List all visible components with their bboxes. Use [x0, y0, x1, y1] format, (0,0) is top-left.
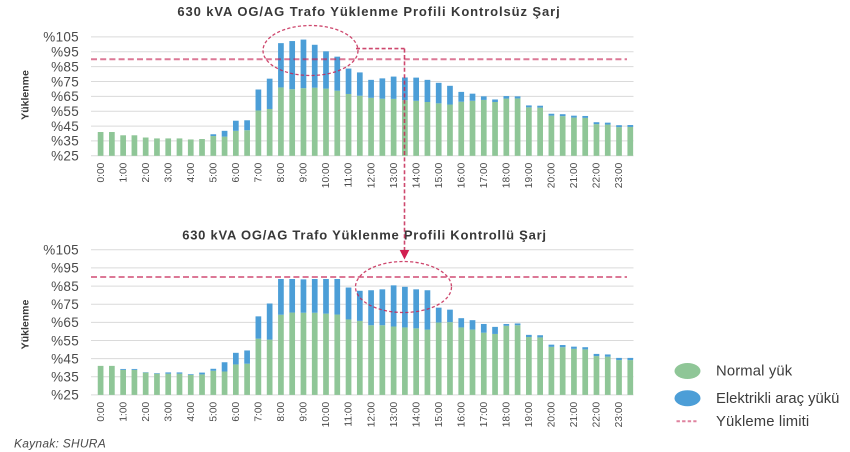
svg-text:11:00: 11:00 [344, 162, 355, 187]
svg-text:13:00: 13:00 [389, 162, 400, 188]
svg-text:4:00: 4:00 [186, 401, 197, 421]
svg-text:3:00: 3:00 [163, 162, 174, 182]
svg-text:1:00: 1:00 [118, 162, 129, 182]
svg-text:14:00: 14:00 [411, 401, 422, 427]
svg-text:8:00: 8:00 [276, 162, 287, 182]
svg-text:7:00: 7:00 [254, 162, 265, 182]
svg-text:4:00: 4:00 [186, 162, 197, 182]
svg-text:0:00: 0:00 [96, 401, 107, 421]
svg-text:%75: %75 [51, 74, 79, 89]
svg-text:%105: %105 [43, 30, 79, 45]
svg-text:13:00: 13:00 [389, 401, 400, 427]
svg-text:630 kVA OG/AG Trafo Yüklenme P: 630 kVA OG/AG Trafo Yüklenme Profili Kon… [177, 4, 560, 19]
svg-text:20:00: 20:00 [547, 401, 558, 427]
svg-text:22:00: 22:00 [592, 401, 603, 427]
svg-text:6:00: 6:00 [231, 162, 242, 182]
svg-text:16:00: 16:00 [456, 401, 467, 427]
svg-text:Elektrikli araç yükü: Elektrikli araç yükü [716, 391, 839, 407]
svg-text:19:00: 19:00 [524, 401, 535, 427]
svg-text:%85: %85 [51, 279, 79, 294]
svg-text:Yüklenme: Yüklenme [20, 70, 32, 120]
svg-text:%25: %25 [51, 388, 79, 403]
svg-text:12:00: 12:00 [366, 162, 377, 188]
svg-text:23:00: 23:00 [614, 401, 625, 427]
svg-text:%25: %25 [51, 149, 79, 164]
svg-text:%55: %55 [51, 104, 79, 119]
svg-text:15:00: 15:00 [434, 162, 445, 188]
svg-text:14:00: 14:00 [411, 162, 422, 188]
svg-text:18:00: 18:00 [502, 401, 513, 427]
svg-text:22:00: 22:00 [592, 162, 603, 188]
svg-text:Yükleme limiti: Yükleme limiti [716, 414, 809, 430]
svg-text:%105: %105 [43, 243, 79, 258]
svg-text:20:00: 20:00 [547, 162, 558, 188]
svg-text:3:00: 3:00 [163, 401, 174, 421]
svg-text:%45: %45 [51, 119, 79, 134]
svg-text:6:00: 6:00 [231, 401, 242, 421]
svg-text:7:00: 7:00 [254, 401, 265, 421]
svg-text:9:00: 9:00 [299, 401, 310, 421]
svg-text:%75: %75 [51, 297, 79, 312]
svg-text:10:00: 10:00 [321, 162, 332, 188]
svg-text:0:00: 0:00 [96, 162, 107, 182]
svg-text:%65: %65 [51, 89, 79, 104]
svg-text:21:00: 21:00 [569, 401, 580, 427]
svg-text:1:00: 1:00 [118, 401, 129, 421]
svg-text:18:00: 18:00 [502, 162, 513, 188]
svg-text:2:00: 2:00 [141, 162, 152, 182]
svg-text:%85: %85 [51, 59, 79, 74]
svg-text:%35: %35 [51, 370, 79, 385]
svg-text:Yüklenme: Yüklenme [20, 300, 32, 350]
svg-text:11:00: 11:00 [344, 401, 355, 426]
svg-text:5:00: 5:00 [209, 401, 220, 421]
svg-text:%95: %95 [51, 261, 79, 276]
svg-text:%95: %95 [51, 45, 79, 60]
svg-text:%65: %65 [51, 315, 79, 330]
svg-text:15:00: 15:00 [434, 401, 445, 427]
svg-text:19:00: 19:00 [524, 162, 535, 188]
svg-text:Kaynak: SHURA: Kaynak: SHURA [14, 436, 106, 450]
svg-text:Normal yük: Normal yük [716, 364, 793, 380]
svg-text:630 kVA OG/AG Trafo Yüklenme P: 630 kVA OG/AG Trafo Yüklenme Profili Kon… [182, 228, 547, 243]
svg-text:9:00: 9:00 [299, 162, 310, 182]
svg-text:8:00: 8:00 [276, 401, 287, 421]
svg-text:23:00: 23:00 [614, 162, 625, 188]
svg-text:5:00: 5:00 [209, 162, 220, 182]
svg-text:21:00: 21:00 [569, 162, 580, 188]
svg-text:12:00: 12:00 [366, 401, 377, 427]
svg-text:10:00: 10:00 [321, 401, 332, 427]
svg-text:17:00: 17:00 [479, 401, 490, 427]
svg-text:%35: %35 [51, 134, 79, 149]
svg-text:%45: %45 [51, 351, 79, 366]
svg-text:17:00: 17:00 [479, 162, 490, 188]
svg-text:%55: %55 [51, 333, 79, 348]
svg-text:16:00: 16:00 [456, 162, 467, 188]
svg-text:2:00: 2:00 [141, 401, 152, 421]
